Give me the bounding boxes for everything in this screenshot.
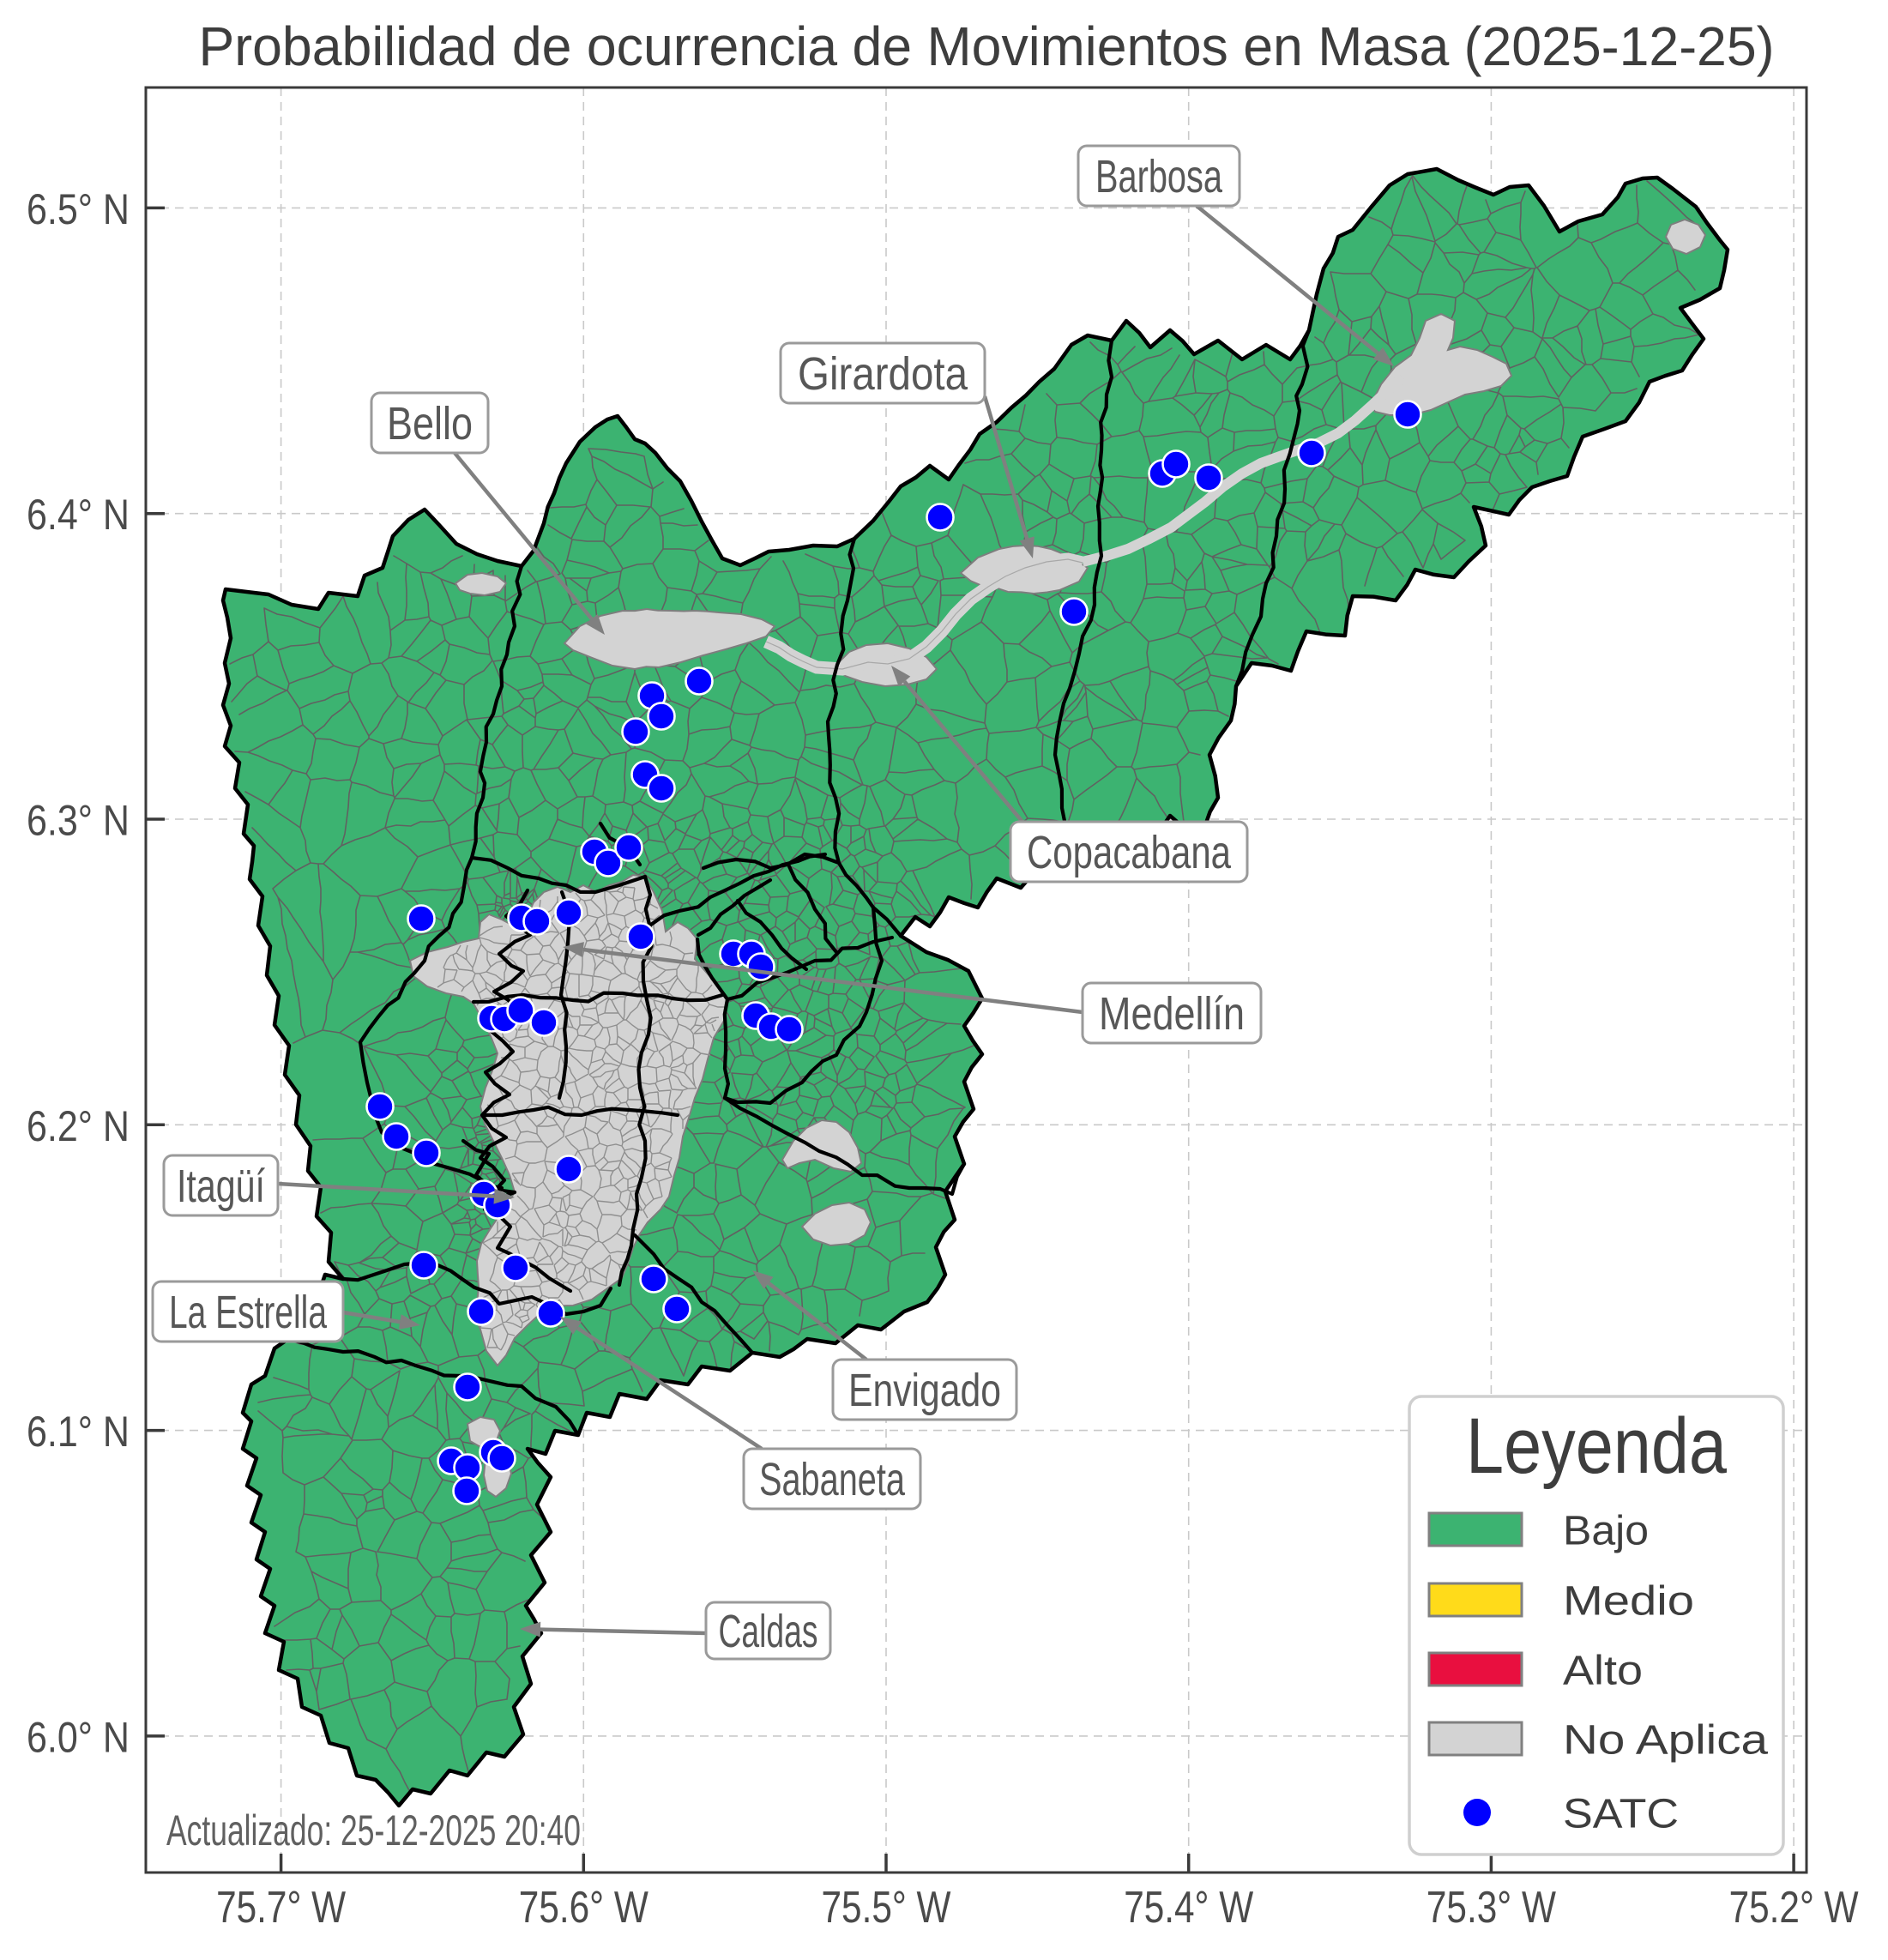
svg-text:6.0° N: 6.0° N: [27, 1713, 130, 1761]
svg-text:No Aplica: No Aplica: [1563, 1718, 1768, 1764]
svg-text:Bello: Bello: [387, 398, 473, 449]
svg-text:75.4° W: 75.4° W: [1124, 1883, 1253, 1933]
svg-text:Girardota: Girardota: [798, 348, 968, 400]
svg-text:Bajo: Bajo: [1563, 1509, 1649, 1554]
svg-text:SATC: SATC: [1563, 1792, 1679, 1837]
svg-text:Actualizado: 25-12-2025 20:40: Actualizado: 25-12-2025 20:40: [166, 1806, 581, 1854]
svg-text:6.2° N: 6.2° N: [27, 1102, 130, 1150]
svg-text:75.2° W: 75.2° W: [1729, 1883, 1859, 1933]
svg-text:6.5° N: 6.5° N: [27, 185, 130, 233]
svg-text:Alto: Alto: [1563, 1649, 1643, 1694]
svg-text:Barbosa: Barbosa: [1095, 151, 1223, 202]
svg-text:Envigado: Envigado: [848, 1365, 1001, 1416]
svg-text:75.7° W: 75.7° W: [216, 1883, 346, 1933]
svg-text:Sabaneta: Sabaneta: [759, 1454, 906, 1505]
svg-text:La Estrella: La Estrella: [169, 1287, 328, 1338]
svg-text:Medellín: Medellín: [1099, 988, 1245, 1040]
svg-text:Caldas: Caldas: [719, 1606, 818, 1657]
svg-text:Copacabana: Copacabana: [1027, 827, 1232, 878]
svg-text:6.1° N: 6.1° N: [27, 1408, 130, 1456]
svg-text:6.4° N: 6.4° N: [27, 491, 130, 539]
svg-text:Itagüí: Itagüí: [177, 1161, 265, 1212]
svg-text:Probabilidad de ocurrencia de: Probabilidad de ocurrencia de Movimiento…: [199, 15, 1775, 77]
svg-text:6.3° N: 6.3° N: [27, 797, 130, 845]
svg-text:75.6° W: 75.6° W: [519, 1883, 648, 1933]
svg-text:75.3° W: 75.3° W: [1427, 1883, 1556, 1933]
svg-text:75.5° W: 75.5° W: [822, 1883, 951, 1933]
svg-text:Leyenda: Leyenda: [1466, 1402, 1728, 1490]
svg-text:Medio: Medio: [1563, 1579, 1694, 1625]
